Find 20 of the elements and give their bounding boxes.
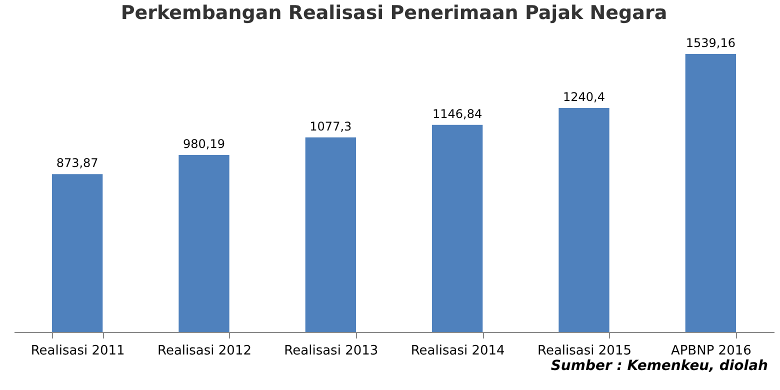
data-label: 1240,4 <box>563 90 605 104</box>
data-label: 1146,84 <box>432 106 482 121</box>
bar <box>178 154 230 332</box>
x-tick-label: Realisasi 2014 <box>410 344 505 358</box>
bar <box>305 137 356 332</box>
text: Sumber : Kemenkeu, diolah <box>550 358 768 374</box>
chart-title: Perkembangan Realisasi Penerimaan Pajak Negara <box>120 2 668 24</box>
bar <box>685 54 736 332</box>
x-tick-label: Realisasi 2015 <box>538 344 632 358</box>
x-tick-label: Realisasi 2012 <box>158 344 252 358</box>
data-label: 873,87 <box>56 156 98 170</box>
x-tick-label: Realisasi 2011 <box>30 344 125 358</box>
bar <box>558 108 610 332</box>
data-label: 980,19 <box>183 136 225 151</box>
x-tick-label: APBNP 2016 <box>670 344 752 358</box>
x-tick-label: Realisasi 2013 <box>284 344 378 358</box>
bar <box>432 124 483 332</box>
bar <box>52 174 103 332</box>
data-label: 1077,3 <box>310 119 352 134</box>
data-label: 1539,16 <box>686 36 736 50</box>
